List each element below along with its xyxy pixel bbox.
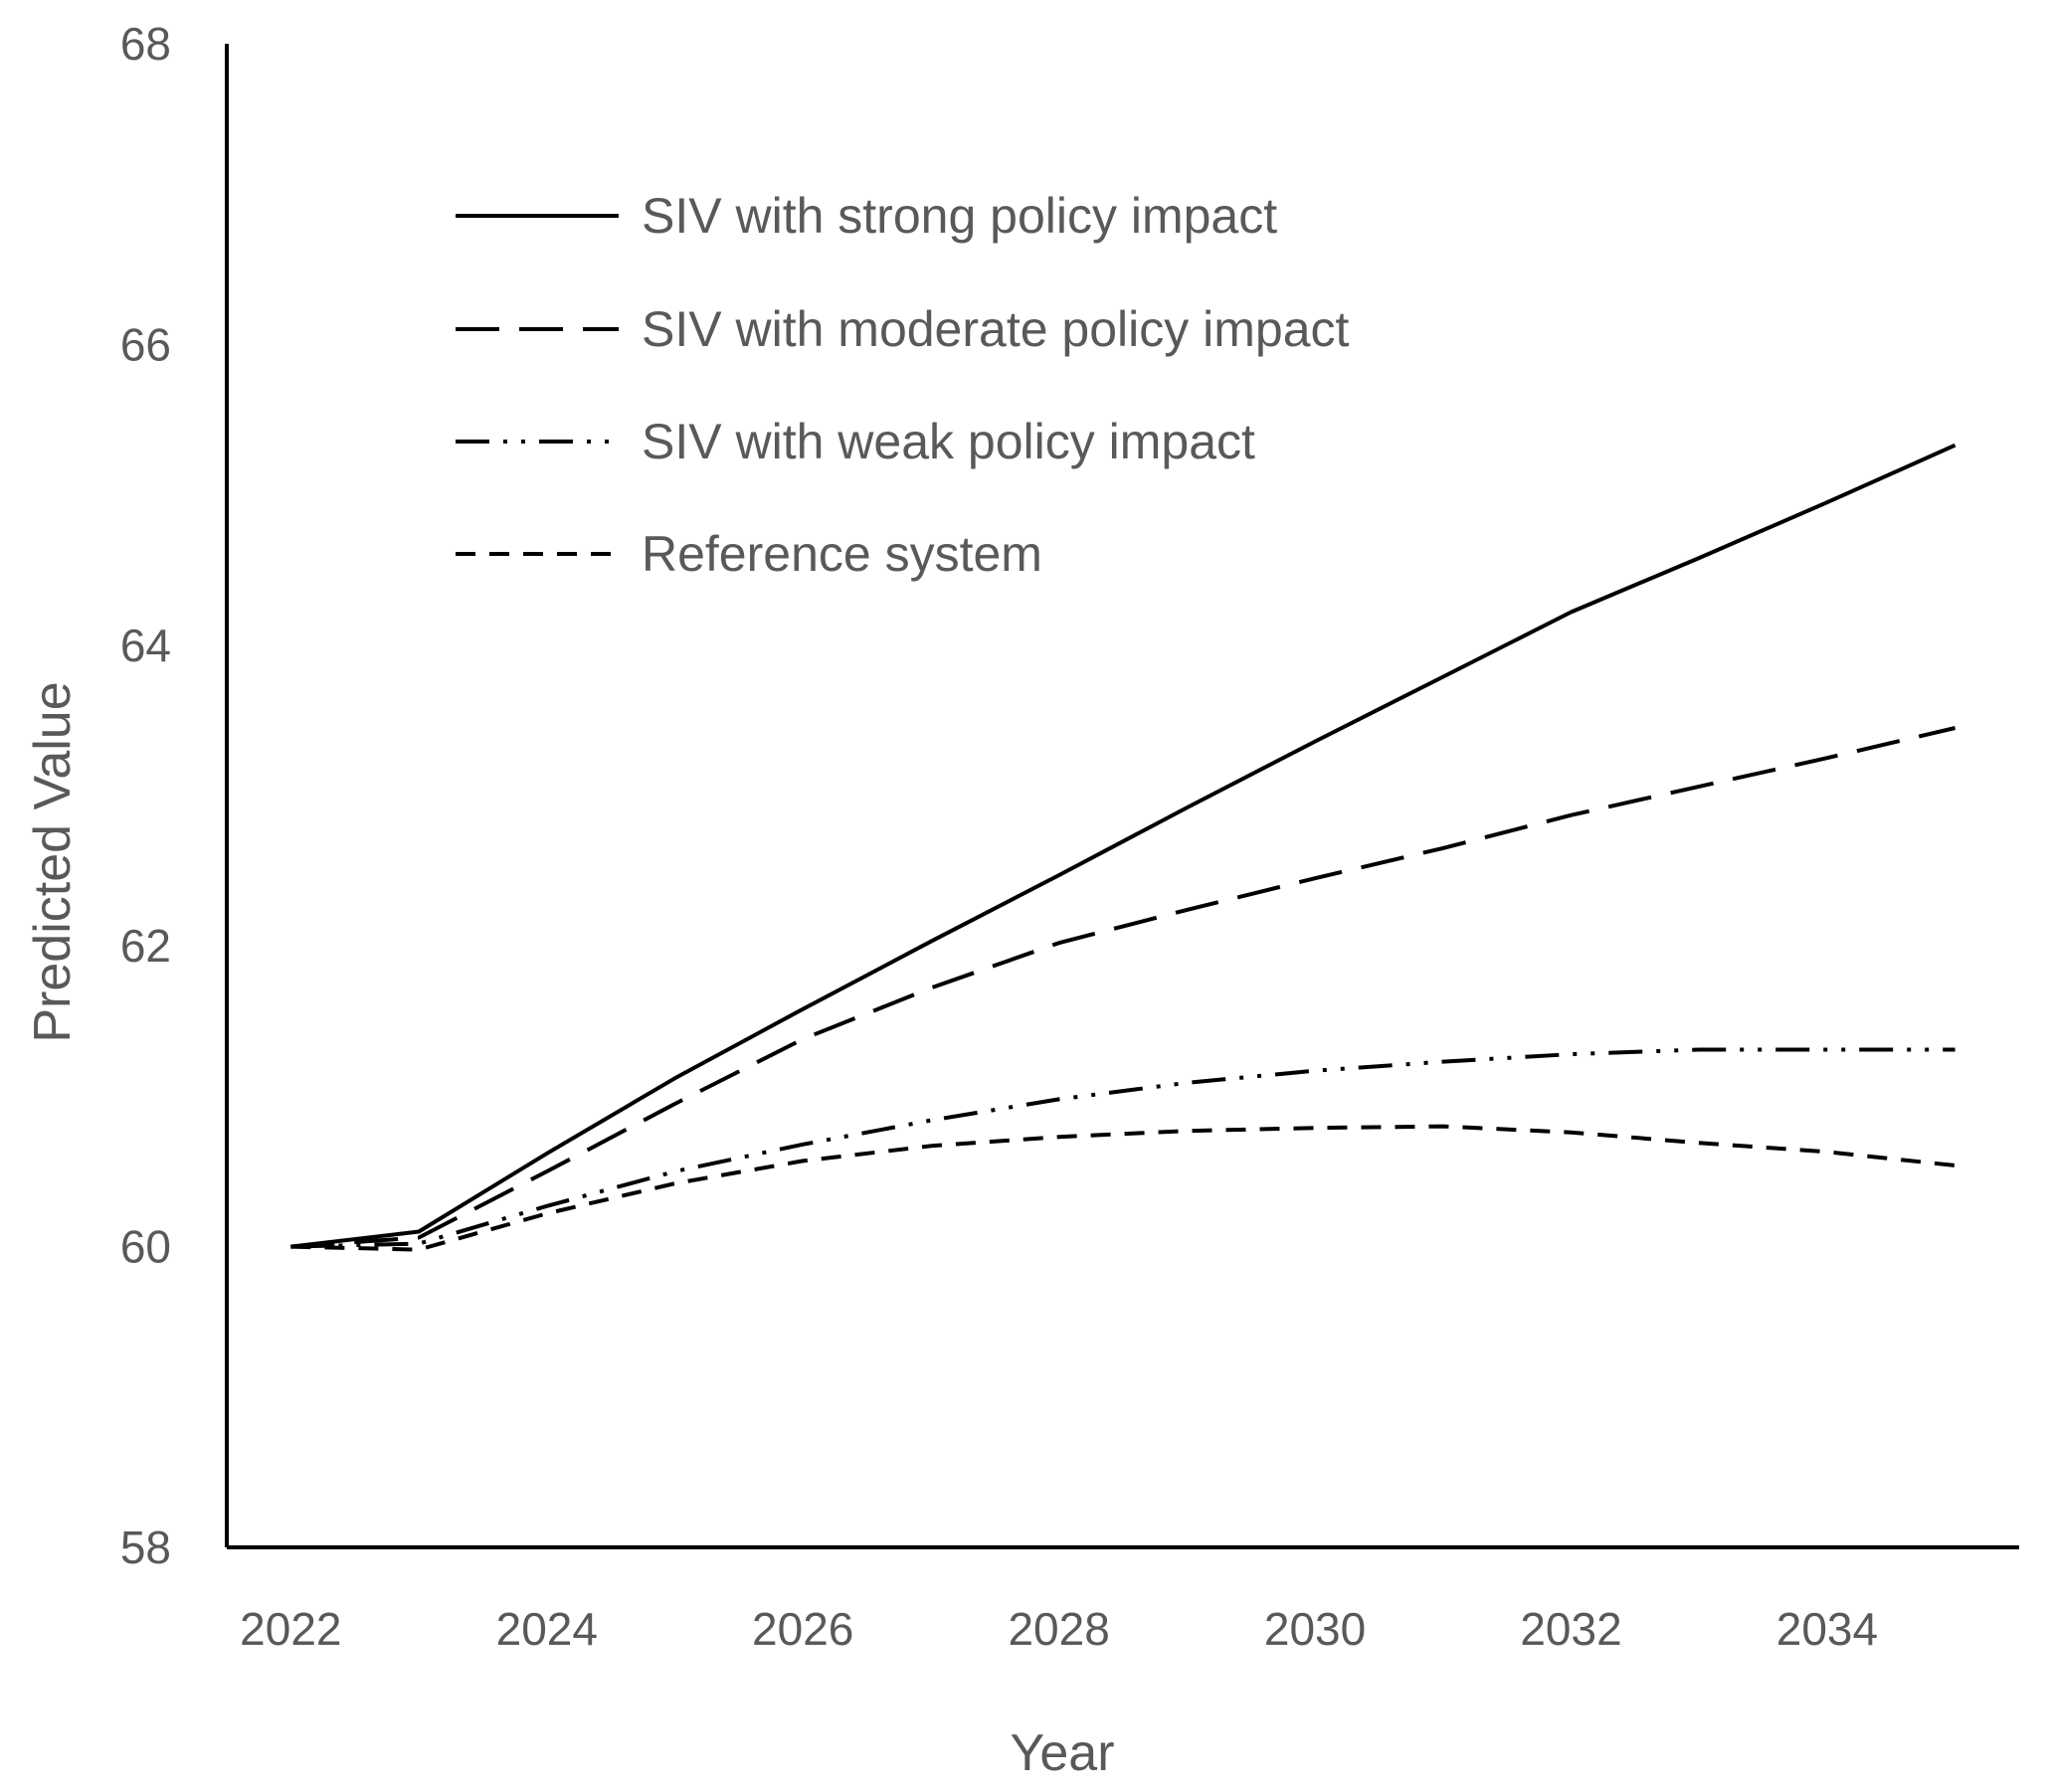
x-tick-label: 2026	[752, 1603, 853, 1655]
series-line-1	[290, 443, 1956, 1249]
legend: SIV with strong policy impact SIV with mo…	[456, 188, 1350, 582]
x-tick-label: 2034	[1776, 1603, 1878, 1655]
y-axis-title: Predicted Value	[24, 681, 82, 1042]
x-axis-title: Year	[1010, 1724, 1114, 1782]
series-lines	[290, 443, 1956, 1252]
legend-label: SIV with moderate policy impact	[642, 301, 1350, 357]
series-line-3	[290, 1047, 1955, 1249]
y-tick-label: 64	[120, 620, 171, 671]
x-tick-label: 2022	[240, 1603, 341, 1655]
y-tick-label: 60	[120, 1221, 171, 1273]
legend-label: SIV with weak policy impact	[642, 414, 1255, 469]
x-tick-label: 2024	[496, 1603, 598, 1655]
x-tick-label: 2030	[1264, 1603, 1366, 1655]
x-axis-ticks: 2022 2024 2026 2028 2030 2032 2034	[240, 1603, 1878, 1655]
legend-label: Reference system	[642, 526, 1042, 582]
y-tick-label: 66	[120, 318, 171, 370]
y-tick-label: 62	[120, 920, 171, 972]
x-tick-label: 2028	[1008, 1603, 1109, 1655]
x-tick-label: 2032	[1520, 1603, 1621, 1655]
y-tick-label: 68	[120, 18, 171, 70]
y-tick-label: 58	[120, 1522, 171, 1573]
series-line-4	[290, 1124, 1955, 1252]
y-axis-ticks: 58 60 62 64 66 68	[120, 18, 171, 1573]
legend-label: SIV with strong policy impact	[642, 188, 1277, 244]
series-line-2	[290, 726, 1956, 1249]
